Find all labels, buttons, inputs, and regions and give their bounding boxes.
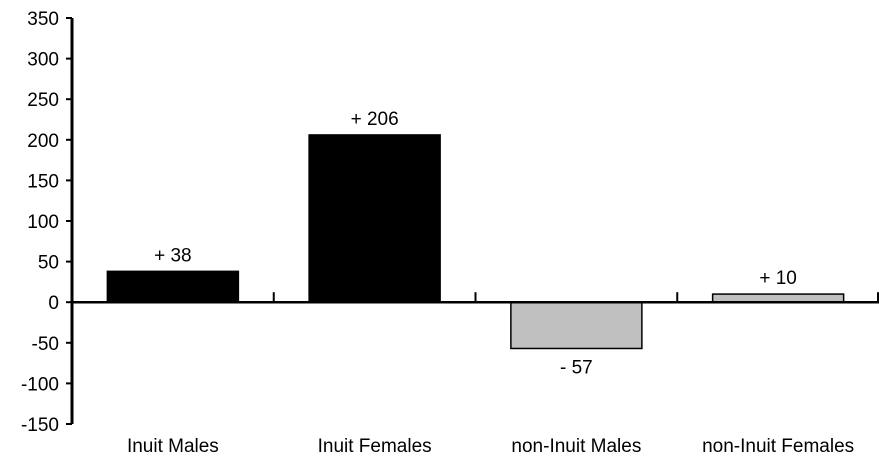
bars-group — [106, 134, 845, 350]
y-axis-ticks: 350 300 250 200 150 100 50 0 -50 -100 -150 — [21, 9, 72, 436]
x-axis-labels-group: Inuit Males Inuit Females non-Inuit Males n… — [127, 436, 854, 457]
x-category-label: non-Inuit Males — [511, 436, 641, 457]
y-tick-label: 0 — [48, 293, 59, 314]
y-tick-label: 250 — [27, 90, 59, 111]
x-category-label: Inuit Females — [318, 436, 432, 457]
y-tick-label: -100 — [21, 374, 59, 395]
y-tick-label: 150 — [27, 171, 59, 192]
y-tick-label: 300 — [27, 50, 59, 71]
y-tick-label: 100 — [27, 212, 59, 233]
data-label: + 10 — [759, 268, 797, 289]
bar-inuit-males — [106, 270, 240, 303]
x-category-label: Inuit Males — [127, 436, 219, 457]
y-tick-label: 350 — [27, 9, 59, 30]
data-label: - 57 — [560, 357, 593, 378]
x-axis-category-ticks — [272, 292, 879, 303]
bar-non-inuit-males — [510, 301, 643, 350]
y-tick-label: 50 — [38, 253, 59, 274]
x-category-label: non-Inuit Females — [702, 436, 854, 457]
data-labels-group: + 38 + 206 - 57 + 10 — [154, 109, 797, 379]
y-tick-label: -150 — [21, 415, 59, 436]
data-label: + 206 — [351, 109, 399, 130]
y-tick-label: -50 — [32, 334, 59, 355]
bar-inuit-females — [308, 134, 441, 303]
data-label: + 38 — [154, 245, 192, 266]
y-tick-label: 200 — [27, 131, 59, 152]
